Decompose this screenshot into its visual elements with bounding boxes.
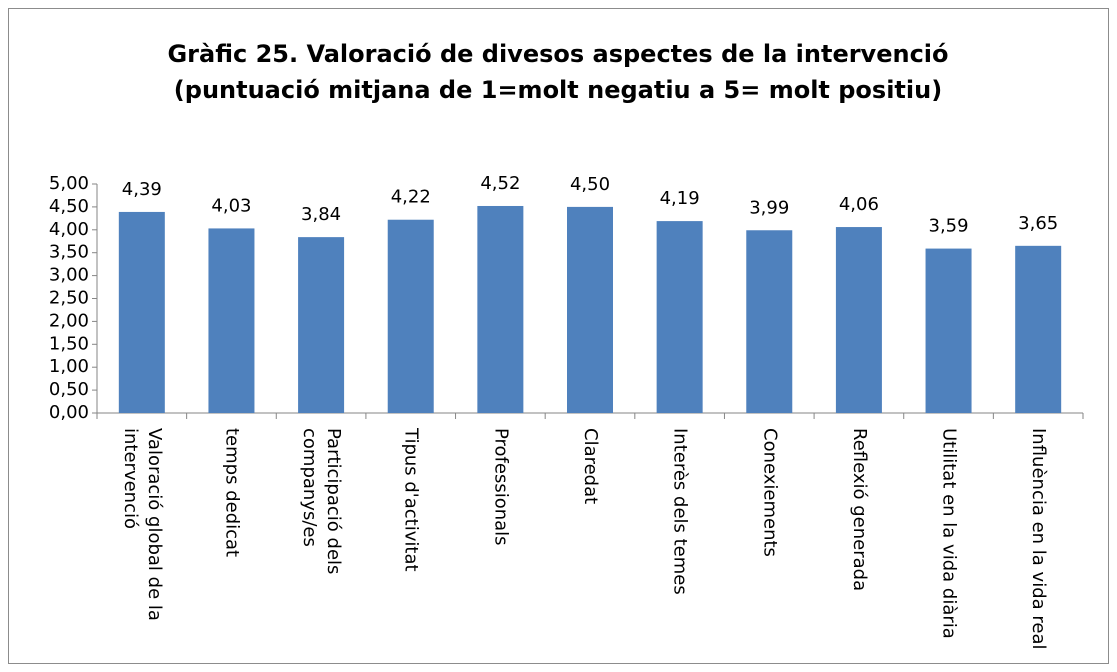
bar [1015,245,1062,413]
bar [118,211,165,413]
x-tick-label: Conexiements [759,428,781,557]
data-label: 3,99 [749,197,789,218]
bar [387,219,434,413]
data-label: 3,84 [301,204,341,225]
data-label: 4,52 [480,173,520,194]
data-label: 4,50 [570,174,610,195]
bar [835,227,882,413]
x-tick-label: Claredat [580,428,601,505]
data-label: 3,59 [929,216,969,237]
data-label: 4,03 [211,195,251,216]
data-label: 4,06 [839,194,879,215]
data-label: 4,22 [391,187,431,208]
bar [925,248,972,413]
x-tick-label: temps dedicat [221,428,243,558]
y-tick-label: 2,00 [49,310,89,331]
chart-title: Gràfic 25. Valoració de divesos aspectes… [167,40,949,104]
data-label: 4,39 [122,179,162,200]
bar [477,205,524,413]
data-label: 4,19 [660,188,700,209]
x-tick-label: Tipus d'activitat [400,428,422,572]
y-tick-label: 3,50 [49,242,89,263]
y-tick-label: 3,00 [49,265,89,286]
bar [656,221,703,413]
bar [298,237,345,413]
x-tick-label: Participació dels companys/es [299,428,345,575]
x-tick-label: Valoració global de la intervenció [119,428,165,621]
bar [567,206,613,413]
bar [208,228,255,413]
x-tick-label: Influència en la vida real [1028,428,1050,650]
y-tick-label: 4,50 [49,196,89,217]
x-tick-label: Interès dels temes [669,428,691,595]
x-tick-label: Utilitat en la vida diària [938,428,960,639]
y-tick-label: 1,50 [49,333,89,354]
y-tick-label: 2,50 [49,288,89,309]
y-tick-label: 0,00 [49,402,89,423]
bar [746,230,793,413]
x-tick-label: Reflexió generada [848,428,870,592]
y-tick-label: 1,00 [49,356,89,377]
y-tick-label: 0,50 [49,379,89,400]
y-tick-label: 4,00 [49,219,89,240]
y-tick-label: 5,00 [49,173,89,194]
data-label: 3,65 [1018,213,1058,234]
x-tick-label: Professionals [490,428,512,546]
chart-border [8,8,1109,664]
